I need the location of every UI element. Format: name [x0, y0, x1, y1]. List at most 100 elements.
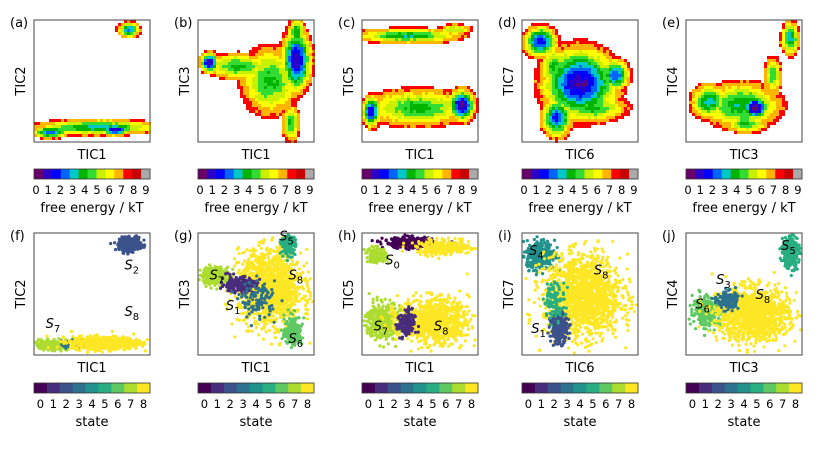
heat-cell [440, 95, 443, 98]
colorbar-swatch [721, 169, 732, 179]
heat-cell [767, 119, 770, 122]
heat-cell [139, 125, 142, 128]
heat-cell [273, 89, 276, 92]
heat-cell [231, 53, 234, 56]
heat-cell [755, 98, 758, 101]
heat-cell [419, 125, 422, 128]
heat-cell [416, 119, 419, 122]
heat-cell [627, 65, 630, 68]
heat-cell [576, 47, 579, 50]
colorbar-swatch [388, 169, 399, 179]
heat-cell [282, 116, 285, 119]
heat-cell [794, 23, 797, 26]
heat-cell [603, 59, 606, 62]
heat-cell [737, 125, 740, 128]
heat-cell [773, 110, 776, 113]
heat-cell [555, 56, 558, 59]
heat-cell [300, 29, 303, 32]
heat-cell [797, 32, 800, 35]
heat-cell [410, 110, 413, 113]
heat-cell [719, 119, 722, 122]
colorbar-swatch [105, 169, 115, 179]
heat-cell [398, 116, 401, 119]
heat-cell [446, 26, 449, 29]
heat-cell [288, 104, 291, 107]
heat-cell [297, 53, 300, 56]
heat-cell [576, 62, 579, 65]
heat-cell [103, 131, 106, 134]
heat-cell [386, 116, 389, 119]
heat-cell [371, 95, 374, 98]
heat-cell [609, 53, 612, 56]
heat-cell [564, 62, 567, 65]
heat-cell [552, 113, 555, 116]
heat-cell [440, 26, 443, 29]
heat-cell [779, 86, 782, 89]
heat-cell [467, 110, 470, 113]
heat-cell [707, 86, 710, 89]
heat-cell [794, 53, 797, 56]
heat-cell [225, 59, 228, 62]
heat-cell [416, 35, 419, 38]
colorbar-tick: 0 [520, 183, 527, 197]
heat-cell [770, 92, 773, 95]
heat-cell [470, 95, 473, 98]
colorbar-swatch [686, 169, 696, 179]
heat-cell [567, 116, 570, 119]
heat-cell [231, 71, 234, 74]
heat-cell [252, 74, 255, 77]
heat-cell [624, 80, 627, 83]
heat-cell [564, 95, 567, 98]
heat-cell [549, 122, 552, 125]
plot-frame [197, 19, 315, 143]
heat-cell [398, 41, 401, 44]
heat-cell [528, 41, 531, 44]
heat-cell [291, 107, 294, 110]
heat-cell [737, 104, 740, 107]
heat-cell [291, 86, 294, 89]
heat-cell [600, 50, 603, 53]
heat-cell [537, 65, 540, 68]
heat-cell [785, 50, 788, 53]
heat-cell [374, 104, 377, 107]
heat-cell [368, 116, 371, 119]
heat-cell [734, 122, 737, 125]
heat-cell [49, 131, 52, 134]
heat-cell [600, 80, 603, 83]
heat-cell [564, 68, 567, 71]
colorbar-swatch [620, 169, 630, 179]
heat-cell [576, 71, 579, 74]
heat-cell [731, 86, 734, 89]
heat-cell [377, 101, 380, 104]
heat-cell [431, 29, 434, 32]
heat-cell [237, 83, 240, 86]
colorbar-swatch [593, 169, 603, 179]
heat-cell [537, 74, 540, 77]
heat-cell [455, 98, 458, 101]
heat-cell [82, 122, 85, 125]
heat-cell [761, 86, 764, 89]
heat-cell [306, 32, 309, 35]
heat-cell [755, 89, 758, 92]
heat-cell [734, 83, 737, 86]
heat-cell [279, 41, 282, 44]
heat-cell [267, 50, 270, 53]
x-axis-label: TIC1 [240, 148, 270, 163]
heat-cell [752, 83, 755, 86]
heat-cell [270, 113, 273, 116]
heat-cell [752, 116, 755, 119]
heat-cell [252, 65, 255, 68]
heat-cell [237, 86, 240, 89]
heat-cell [558, 68, 561, 71]
heat-cell [558, 122, 561, 125]
heat-cell [407, 119, 410, 122]
heat-cell [279, 107, 282, 110]
heat-cell [82, 131, 85, 134]
heat-cell [612, 107, 615, 110]
heat-cell [788, 44, 791, 47]
heat-cell [404, 41, 407, 44]
heat-cell [591, 104, 594, 107]
heat-cell [362, 122, 365, 125]
heat-cell [267, 47, 270, 50]
heat-cell [374, 119, 377, 122]
